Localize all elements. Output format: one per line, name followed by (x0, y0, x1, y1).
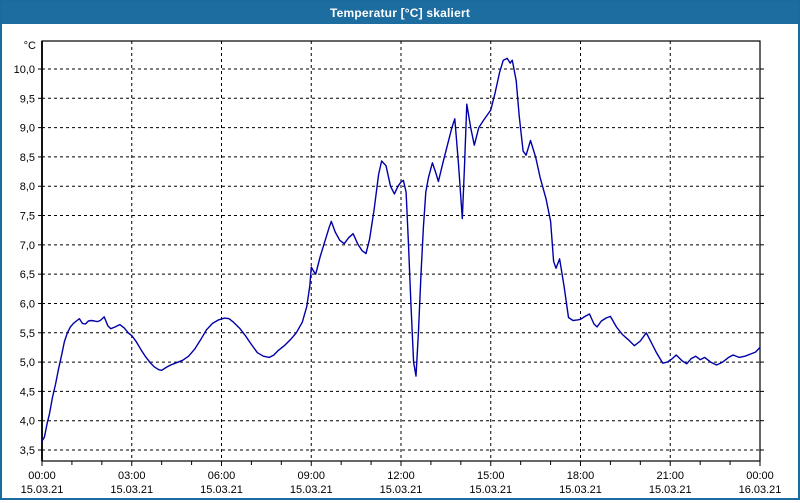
window-titlebar: Temperatur [°C] skaliert (2, 2, 798, 24)
svg-text:12:00: 12:00 (387, 470, 415, 482)
svg-text:15.03.21: 15.03.21 (469, 484, 512, 496)
svg-text:15.03.21: 15.03.21 (380, 484, 423, 496)
svg-text:18:00: 18:00 (567, 470, 595, 482)
svg-text:00:00: 00:00 (746, 470, 774, 482)
svg-text:7,5: 7,5 (20, 211, 35, 223)
svg-text:03:00: 03:00 (118, 470, 146, 482)
svg-text:21:00: 21:00 (656, 470, 684, 482)
svg-text:9,0: 9,0 (20, 123, 35, 135)
chart-panel: 10,0 9,5 9,0 8,5 8,0 7,5 7,0 6,5 6,0 5,5 5,0 4,5 4,0… (2, 24, 798, 498)
svg-text:16.03.21: 16.03.21 (739, 484, 782, 496)
svg-text:10,0: 10,0 (14, 64, 35, 76)
svg-text:6,0: 6,0 (20, 298, 35, 310)
svg-text:3,5: 3,5 (20, 445, 35, 457)
svg-text:8,5: 8,5 (20, 152, 35, 164)
svg-text:4,5: 4,5 (20, 386, 35, 398)
svg-text:15.03.21: 15.03.21 (200, 484, 243, 496)
svg-text:6,5: 6,5 (20, 269, 35, 281)
svg-text:15.03.21: 15.03.21 (559, 484, 602, 496)
svg-text:8,0: 8,0 (20, 181, 35, 193)
svg-text:15.03.21: 15.03.21 (290, 484, 333, 496)
svg-text:9,5: 9,5 (20, 93, 35, 105)
svg-text:15.03.21: 15.03.21 (21, 484, 64, 496)
svg-text:4,0: 4,0 (20, 416, 35, 428)
svg-text:7,0: 7,0 (20, 240, 35, 252)
svg-text:00:00: 00:00 (28, 470, 56, 482)
svg-text:09:00: 09:00 (297, 470, 325, 482)
svg-text:15.03.21: 15.03.21 (649, 484, 692, 496)
svg-text:15:00: 15:00 (477, 470, 505, 482)
svg-text:°C: °C (24, 40, 36, 52)
svg-text:15.03.21: 15.03.21 (110, 484, 153, 496)
window-title: Temperatur [°C] skaliert (329, 6, 471, 20)
svg-text:5,5: 5,5 (20, 328, 35, 340)
temperature-line-chart: 10,0 9,5 9,0 8,5 8,0 7,5 7,0 6,5 6,0 5,5 5,0 4,5 4,0… (14, 40, 782, 496)
svg-text:5,0: 5,0 (20, 357, 35, 369)
svg-text:06:00: 06:00 (208, 470, 236, 482)
